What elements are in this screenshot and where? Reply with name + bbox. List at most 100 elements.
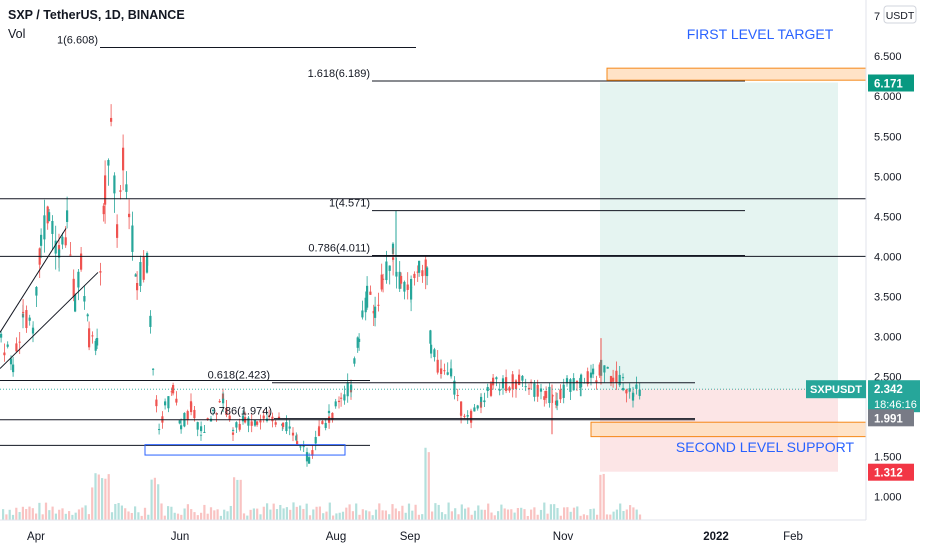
volume-bar	[21, 506, 24, 520]
candle-body	[268, 415, 271, 418]
price-tag	[868, 74, 914, 92]
volume-bar	[394, 508, 397, 520]
candle-body	[54, 240, 57, 254]
candle-body	[466, 415, 469, 417]
volume-bar	[609, 514, 612, 520]
fib-level-label: 1(6.608)	[57, 34, 98, 46]
time-axis: Apr Jun Aug Sep Nov 2022 Feb	[0, 519, 866, 550]
volume-bar	[160, 503, 163, 520]
candle-body	[430, 344, 433, 354]
candle-body	[225, 408, 228, 416]
candle-body	[518, 374, 521, 385]
candle-body	[562, 384, 565, 398]
candle-body	[473, 407, 476, 412]
volume-bar	[249, 509, 252, 520]
candle-body	[206, 418, 209, 420]
volume-bar	[407, 503, 411, 520]
candle-body	[533, 383, 536, 397]
volume-bar	[302, 508, 305, 520]
candle-body	[618, 374, 621, 386]
volume-bar	[332, 515, 335, 520]
volume-bar	[348, 504, 351, 520]
candle-body	[48, 212, 51, 222]
volume-bar	[163, 515, 166, 520]
candle-body	[51, 220, 54, 234]
candle-body	[302, 446, 305, 448]
candle-body	[9, 358, 13, 365]
annotation-second-level-support: SECOND LEVEL SUPPORT	[676, 439, 855, 455]
volume-bar	[586, 515, 589, 520]
candle-body	[539, 388, 543, 392]
volume-bar	[256, 508, 259, 520]
volume-bar	[450, 511, 453, 520]
volume-bar	[94, 473, 97, 520]
volume-bar	[124, 508, 127, 520]
candle-body	[492, 377, 495, 386]
candle-body	[291, 432, 295, 436]
volume-bar	[539, 509, 543, 520]
candle-body	[190, 402, 193, 413]
volume-bar	[71, 514, 74, 520]
fib-level-label: 1(4.571)	[329, 198, 370, 210]
volume-bar	[127, 511, 130, 520]
candle-body	[200, 426, 203, 432]
candle-body	[501, 378, 505, 389]
price-tag-label: 1.312	[874, 468, 903, 480]
volume-bar	[31, 508, 34, 520]
volume-bar	[206, 513, 209, 520]
candle-body	[74, 294, 77, 312]
volume-bar	[236, 479, 239, 520]
candle-body	[18, 341, 21, 343]
candles	[0, 104, 641, 467]
volume-bar	[355, 503, 358, 520]
candle-body	[559, 389, 562, 400]
volume-bar	[68, 511, 71, 520]
fib-level-label: 0.786(1.974)	[210, 406, 272, 418]
volume-bar	[596, 514, 599, 520]
candle-body	[486, 386, 489, 392]
candle-body	[64, 237, 67, 246]
candle-body	[372, 310, 375, 314]
y-tick-label: 5.000	[874, 171, 902, 183]
trend-line	[0, 272, 99, 369]
volume-bar	[477, 505, 480, 520]
candle-body	[421, 270, 424, 277]
candle-body	[232, 430, 235, 432]
candle-body	[536, 384, 539, 397]
volume-bar	[592, 508, 595, 520]
candle-body	[426, 267, 429, 277]
base-box	[144, 444, 346, 456]
symbol-tag	[806, 380, 866, 399]
volume-bar	[401, 505, 404, 520]
candle-body	[212, 409, 215, 411]
unit-badge-box[interactable]	[883, 5, 917, 24]
candle-body	[615, 370, 618, 383]
volume-bar	[173, 512, 176, 520]
volume-bar	[120, 505, 123, 520]
candle-body	[453, 380, 456, 395]
volume-bar	[371, 515, 374, 520]
candle-body	[110, 117, 113, 122]
candle-body	[586, 371, 589, 385]
candle-body	[595, 380, 598, 383]
candle-body	[61, 236, 64, 245]
volume-bar	[84, 505, 87, 520]
candle-body	[228, 415, 231, 420]
volume-bar	[368, 511, 371, 520]
candle-body	[94, 340, 97, 351]
volume-bar	[444, 514, 447, 520]
volume-bar	[510, 509, 513, 520]
candle-body	[271, 416, 274, 422]
price-tag	[868, 409, 914, 427]
candle-body	[139, 262, 142, 286]
volume-bar	[153, 477, 156, 520]
volume-bar	[437, 504, 440, 520]
fib-level-label: 0.786(4.011)	[308, 243, 370, 255]
volume-bar	[74, 512, 77, 520]
volume-bar	[44, 502, 48, 520]
volume-bar	[520, 507, 523, 520]
candle-body	[119, 190, 122, 192]
volume-bar	[41, 514, 44, 520]
unit-badge[interactable]: USDT	[883, 5, 917, 24]
